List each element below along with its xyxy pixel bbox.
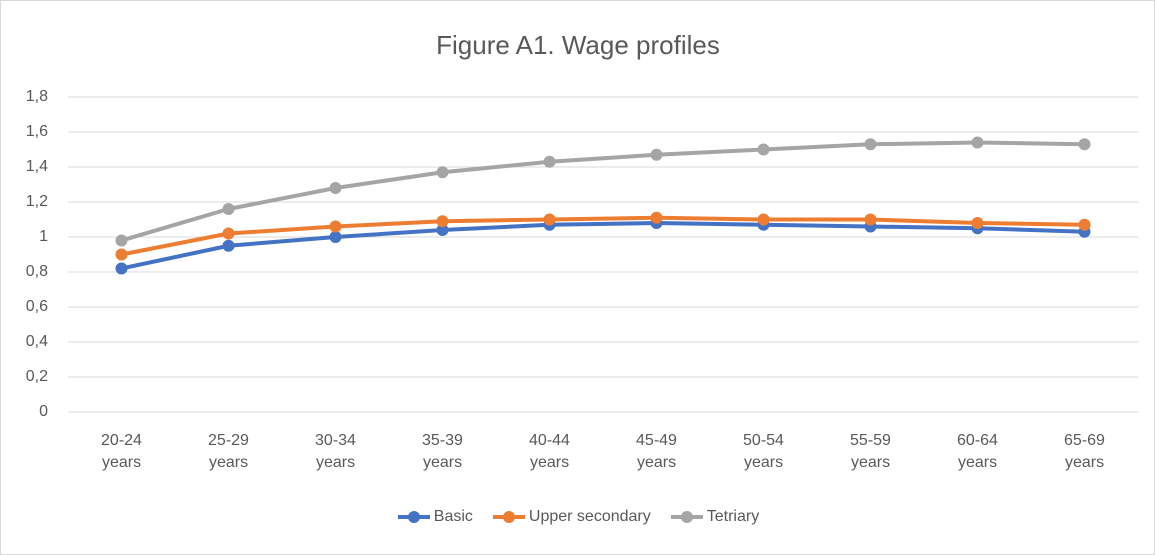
legend-icon — [670, 511, 703, 523]
series-line — [119, 221, 1087, 271]
y-tick-label: 0,2 — [26, 368, 48, 385]
legend-item: Upper secondary — [491, 508, 651, 526]
x-tick-label: 45-49 years — [636, 432, 677, 471]
y-tick-label: 1,6 — [26, 123, 48, 140]
y-tick-label: 0,4 — [26, 333, 48, 350]
x-tick-label: 65-69 years — [1064, 432, 1105, 471]
x-tick-label: 25-29 years — [208, 432, 249, 471]
legend-label: Upper secondary — [528, 508, 651, 525]
y-tick-label: 0 — [39, 403, 48, 420]
legend-marker — [502, 511, 515, 523]
legend-label: Basic — [433, 508, 473, 525]
point — [971, 136, 984, 149]
series-line — [119, 140, 1087, 243]
x-tick-label: 35-39 years — [422, 432, 463, 471]
y-tick-label: 1,8 — [26, 88, 48, 105]
legend-label: Tetriary — [706, 508, 760, 525]
y-tick-label: 1 — [39, 228, 48, 245]
x-tick-label: 55-59 years — [850, 432, 891, 471]
legend: Basic Upper secondary Tetriary — [0, 508, 1155, 526]
point — [650, 211, 663, 224]
point — [650, 148, 663, 161]
point — [436, 166, 449, 179]
point — [757, 143, 770, 156]
point — [222, 203, 235, 215]
point — [757, 213, 770, 226]
x-tick-label: 50-54 years — [743, 432, 784, 471]
legend-icon — [397, 511, 430, 523]
legend-item: Tetriary — [669, 508, 759, 526]
x-tick-label: 40-44 years — [529, 432, 570, 471]
point — [115, 248, 128, 261]
y-tick-label: 0,6 — [26, 298, 48, 315]
point — [543, 155, 556, 168]
y-tick-label: 0,8 — [26, 263, 48, 280]
series-line — [119, 215, 1087, 257]
point — [222, 239, 235, 252]
point — [222, 227, 235, 240]
point — [436, 224, 449, 236]
point — [1078, 218, 1091, 231]
chart-title: Figure A1. Wage profiles — [436, 30, 720, 60]
legend-icon — [492, 511, 525, 523]
point — [115, 262, 128, 275]
point — [115, 234, 128, 247]
point — [329, 231, 342, 243]
legend-marker — [680, 511, 693, 523]
point — [329, 220, 342, 233]
point — [864, 138, 877, 151]
x-tick-label: 20-24 years — [101, 432, 142, 471]
point — [543, 213, 556, 226]
point — [436, 215, 449, 228]
y-tick-label: 1,2 — [26, 193, 48, 210]
point — [329, 182, 342, 194]
x-tick-label: 30-34 years — [315, 432, 356, 471]
legend-marker — [407, 511, 420, 523]
point — [864, 213, 877, 226]
point — [971, 217, 984, 229]
legend-item: Basic — [396, 508, 473, 526]
x-tick-label: 60-64 years — [957, 432, 998, 471]
y-tick-label: 1,4 — [26, 158, 48, 175]
point — [1078, 138, 1091, 151]
